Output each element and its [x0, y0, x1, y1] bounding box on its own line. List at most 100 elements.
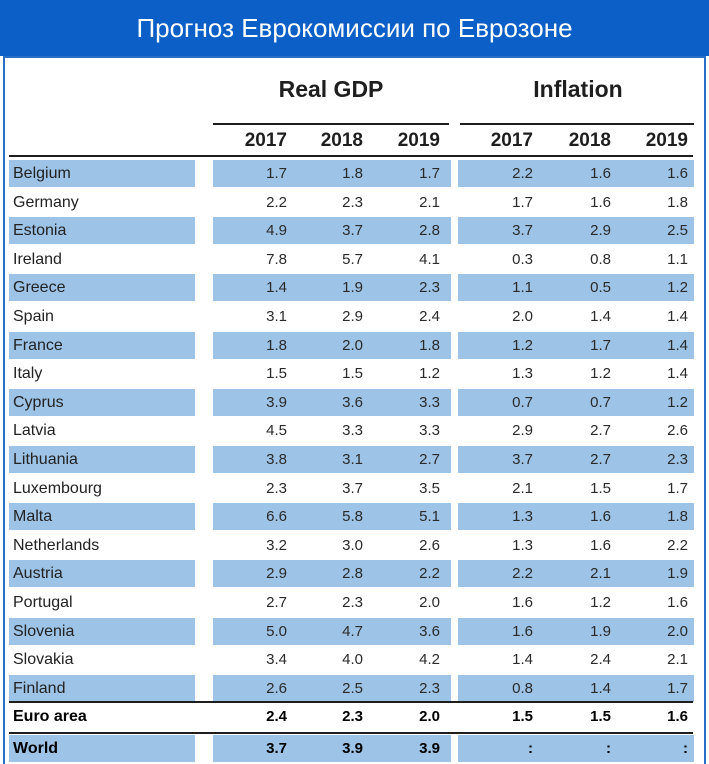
table-row: Finland 2.6 2.5 2.3 0.8 1.4 1.7 [9, 674, 694, 703]
gdp-2017-value: 3.2 [266, 536, 287, 554]
country-name: Portugal [13, 594, 73, 611]
row-shade [213, 503, 451, 531]
gdp-2017-value: 1.8 [266, 336, 287, 354]
gdp-2018-value: 3.9 [342, 740, 363, 757]
row-shade [213, 160, 451, 187]
gdp-2017-value: 4.5 [266, 422, 287, 440]
country-name: Ireland [13, 250, 62, 268]
row-shade [9, 503, 195, 531]
inflation-2018-value: 0.8 [590, 250, 611, 268]
country-name: Greece [13, 279, 66, 297]
forecast-table: Real GDP Inflation 2017 2018 2019 2017 2… [3, 56, 706, 764]
inflation-2019-value: 1.6 [667, 594, 688, 611]
inflation-2017-value: 1.3 [512, 365, 533, 383]
inflation-header-rule-top [460, 123, 694, 125]
inflation-2017-value: 1.6 [512, 622, 533, 640]
gdp-2018-value: 2.3 [342, 594, 363, 611]
inflation-2019-value: : [683, 740, 688, 757]
inflation-2018-value: 1.4 [590, 679, 611, 697]
country-name: Austria [13, 565, 63, 583]
row-shade [9, 560, 195, 588]
country-name: Luxembourg [13, 479, 102, 497]
table-row: Luxembourg 2.3 3.7 3.5 2.1 1.5 1.7 [9, 475, 692, 503]
gdp-year-2019: 2019 [397, 130, 440, 151]
table-row: Greece 1.4 1.9 2.3 1.1 0.5 1.2 [9, 274, 694, 302]
inflation-2019-value: 1.7 [667, 479, 688, 497]
country-name: Lithuania [13, 451, 78, 468]
inflation-2017-value: 0.3 [512, 250, 533, 268]
row-shade [458, 160, 694, 187]
gdp-2019-value: 2.8 [419, 222, 440, 240]
gdp-2018-value: 3.3 [342, 422, 363, 440]
table-row: Estonia 4.9 3.7 2.8 3.7 2.9 2.5 [9, 217, 694, 245]
gdp-2017-value: 3.4 [266, 651, 287, 669]
table-row: World 3.7 3.9 3.9::: [9, 735, 694, 763]
inflation-2019-value: 1.6 [667, 708, 688, 726]
country-name: Italy [13, 365, 43, 383]
inflation-2019-value: 2.5 [667, 222, 688, 240]
country-name: World [13, 740, 59, 757]
gdp-2019-value: 2.0 [419, 708, 440, 726]
gdp-2017-value: 1.5 [266, 365, 287, 383]
gdp-2019-value: 3.3 [419, 422, 440, 440]
inflation-year-2018: 2018 [568, 130, 611, 151]
gdp-2017-value: 3.7 [266, 740, 287, 757]
euro-area-rule [9, 701, 693, 704]
country-name: Germany [13, 193, 79, 211]
gdp-2017-value: 1.4 [266, 279, 287, 297]
gdp-2017-value: 2.6 [266, 679, 287, 697]
table-row: Latvia 4.5 3.3 3.3 2.9 2.7 2.6 [9, 417, 692, 445]
row-shade [213, 674, 451, 702]
inflation-2018-value: 1.6 [590, 508, 611, 526]
gdp-2019-value: 2.0 [419, 594, 440, 611]
country-name: Belgium [13, 165, 71, 182]
gdp-2018-value: 2.9 [342, 308, 363, 325]
page-title: Прогноз Еврокомиссии по Еврозоне [136, 12, 573, 43]
table-row: Slovenia 5.0 4.7 3.6 1.6 1.9 2.0 [9, 617, 694, 646]
gdp-2019-value: 2.6 [419, 536, 440, 554]
gdp-2019-value: 2.3 [419, 679, 440, 697]
inflation-2017-value: 1.4 [512, 651, 533, 669]
gdp-2019-value: 2.4 [419, 308, 440, 325]
inflation-2019-value: 1.4 [667, 308, 688, 325]
gdp-header-rule-top [213, 123, 449, 125]
row-shade [213, 735, 451, 762]
row-shade [9, 217, 195, 245]
world-rule [9, 732, 693, 734]
inflation-2017-value: 2.2 [512, 565, 533, 583]
table-row: Ireland 7.8 5.7 4.1 0.3 0.8 1.1 [9, 246, 692, 274]
inflation-2018-value: : [606, 740, 611, 757]
country-name: Estonia [13, 222, 67, 240]
inflation-2017-value: 3.7 [512, 451, 533, 468]
table-row: Belgium 1.7 1.8 1.7 2.2 1.6 1.6 [9, 160, 694, 188]
country-name: Malta [13, 508, 53, 526]
country-name: Netherlands [13, 536, 100, 554]
inflation-2018-value: 2.1 [590, 565, 611, 583]
inflation-2017-value: 1.6 [512, 594, 533, 611]
inflation-2018-value: 1.2 [590, 365, 611, 383]
gdp-2018-value: 2.0 [342, 336, 363, 354]
inflation-2019-value: 1.9 [667, 565, 688, 583]
gdp-2019-value: 1.7 [419, 165, 440, 182]
row-shade [213, 274, 451, 302]
country-name: Latvia [13, 422, 56, 440]
inflation-2017-value: 2.1 [512, 479, 533, 497]
row-shade [213, 617, 451, 645]
row-shade [9, 388, 195, 416]
gdp-2019-value: 2.2 [419, 565, 440, 583]
gdp-2018-value: 1.5 [342, 365, 363, 383]
inflation-2018-value: 1.5 [590, 479, 611, 497]
inflation-2017-value: 2.2 [512, 165, 533, 182]
inflation-2018-value: 1.7 [590, 336, 611, 354]
gdp-2018-value: 4.7 [342, 622, 363, 640]
inflation-2019-value: 1.7 [667, 679, 688, 697]
inflation-2017-value: 0.8 [512, 679, 533, 697]
row-shade [9, 446, 195, 473]
inflation-2017-value: 1.1 [512, 279, 533, 297]
row-shade [9, 274, 195, 302]
gdp-2019-value: 2.3 [419, 279, 440, 297]
gdp-2018-value: 2.3 [342, 193, 363, 211]
gdp-2019-value: 3.3 [419, 393, 440, 411]
gdp-2019-value: 4.2 [419, 651, 440, 669]
gdp-2019-value: 3.5 [419, 479, 440, 497]
